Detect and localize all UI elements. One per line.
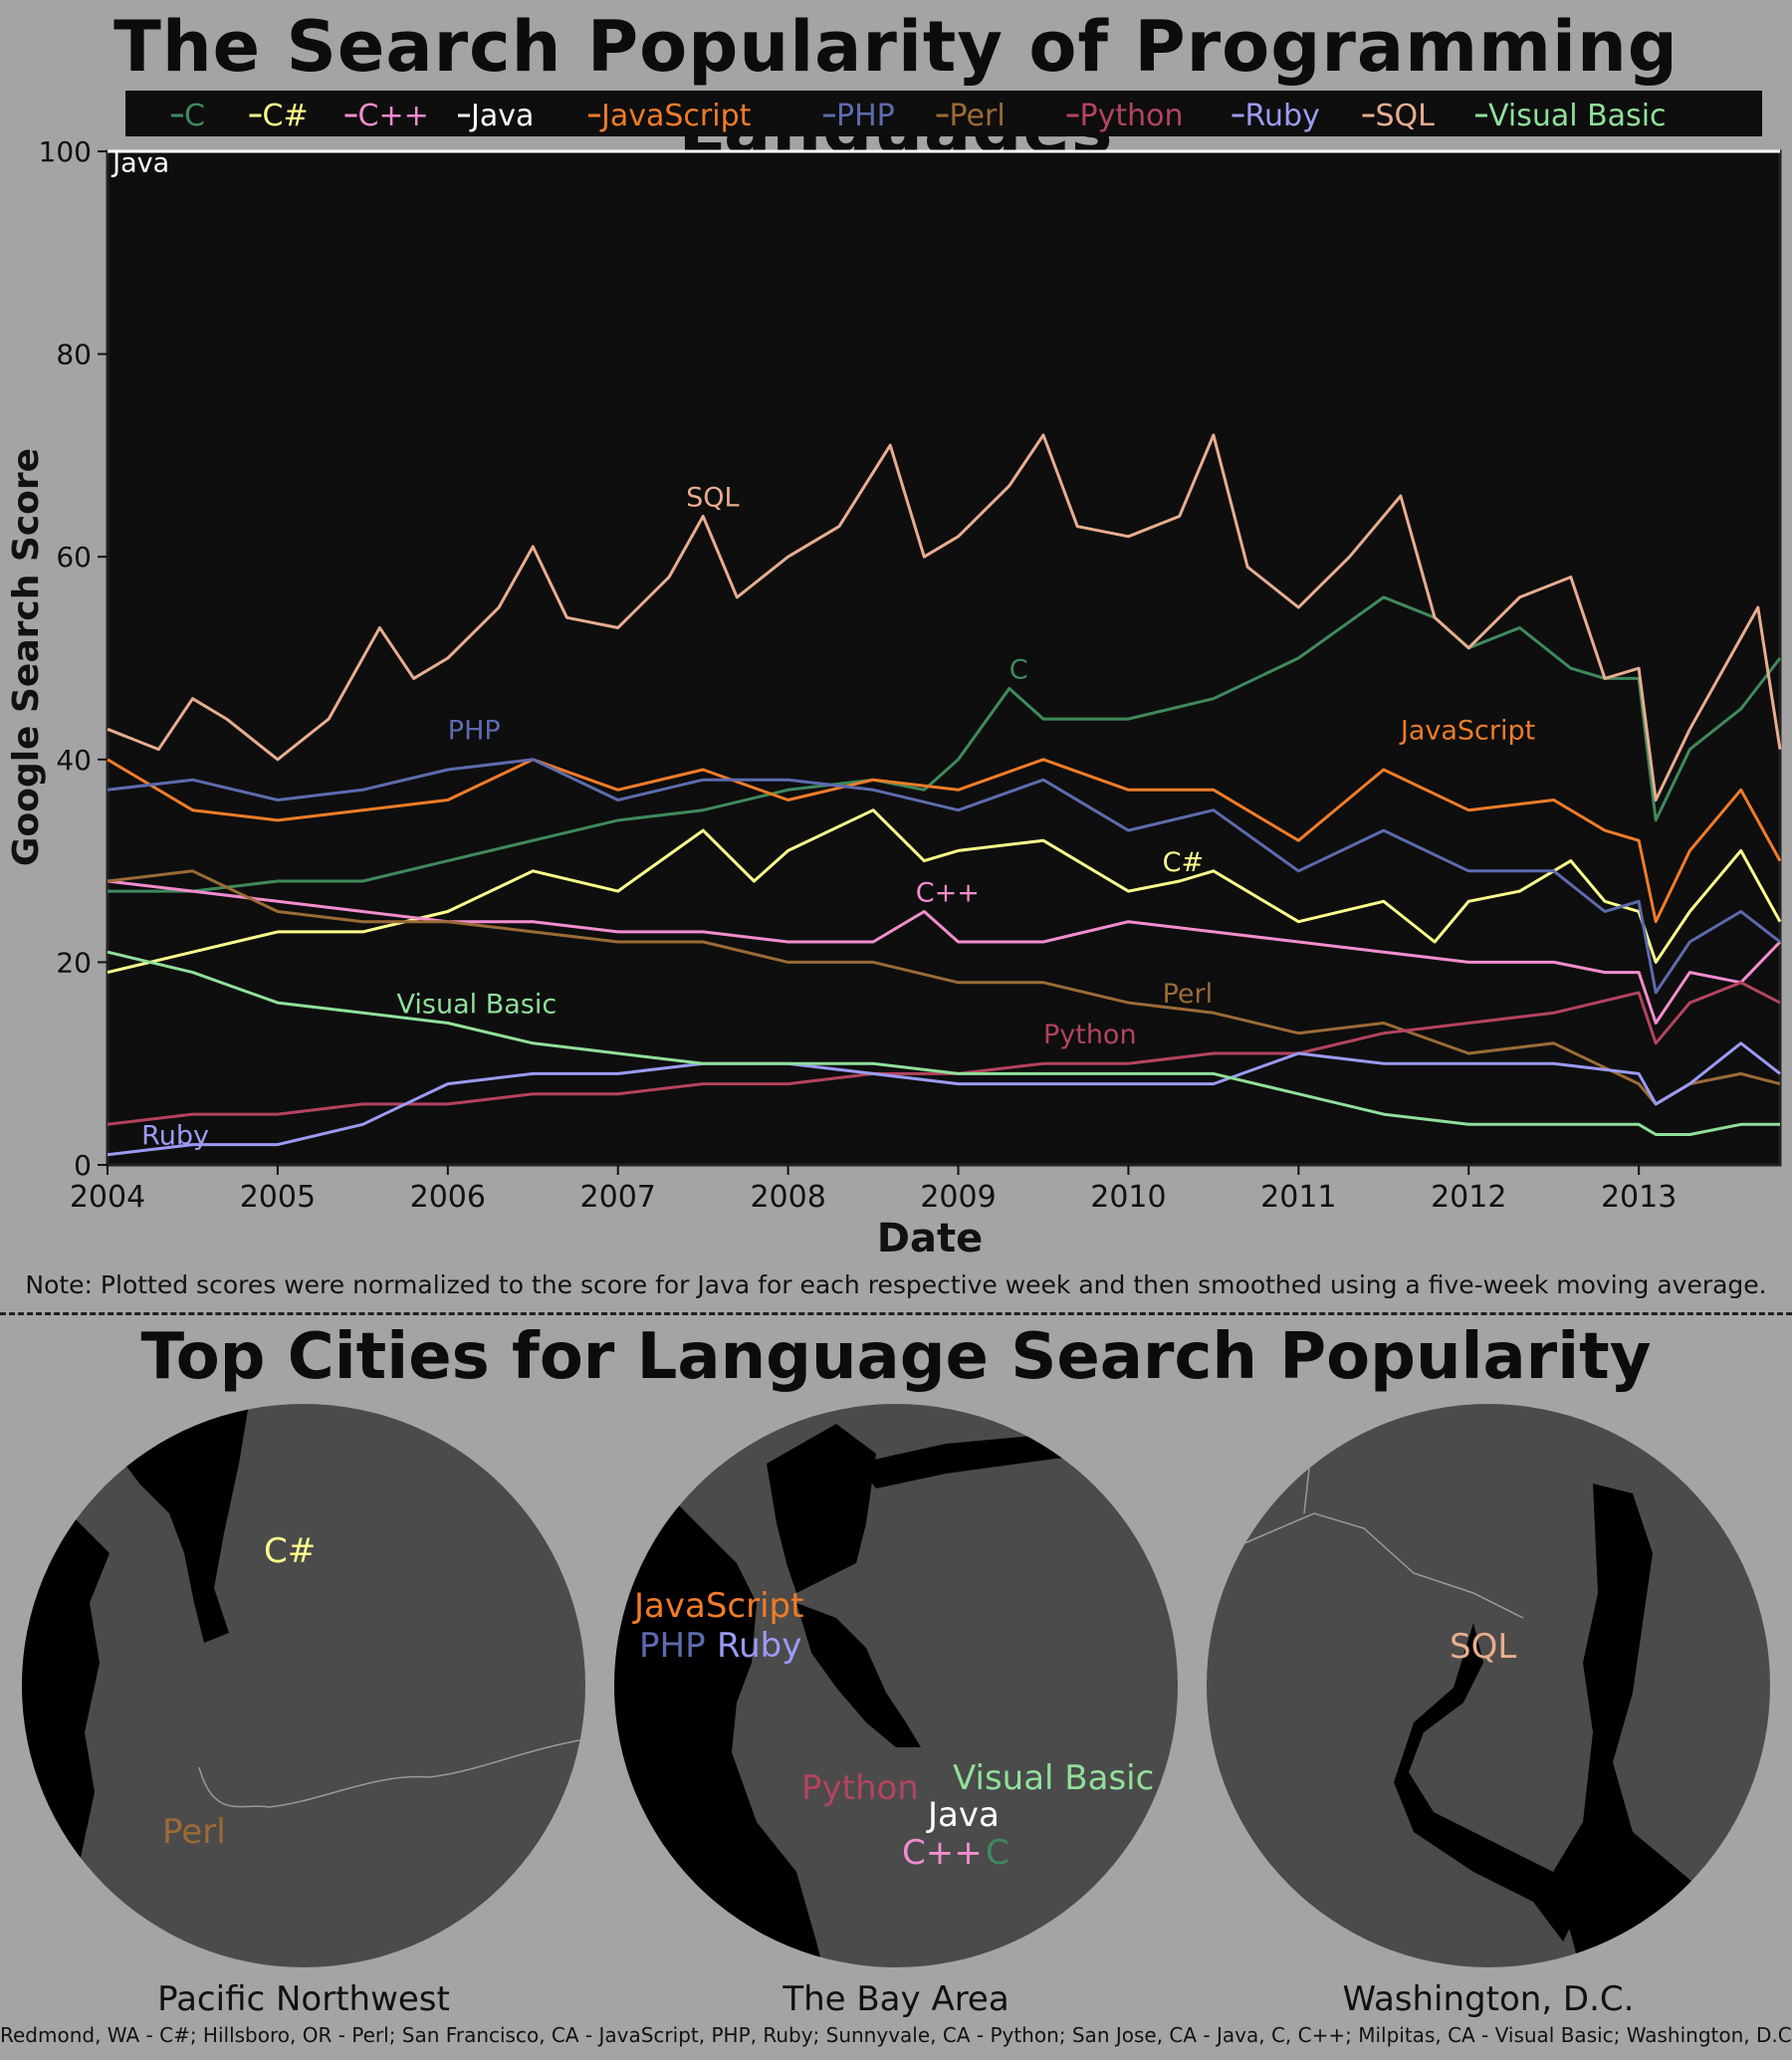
map-label-cpp: C++ (902, 1833, 983, 1873)
legend-label: Python (1080, 99, 1184, 133)
x-axis-label: Date (877, 1216, 983, 1261)
y-tick-label: 20 (56, 946, 92, 979)
x-tick-label: 2005 (240, 1180, 316, 1215)
series-line-php (107, 758, 1781, 995)
series-line-visual-basic (107, 950, 1780, 1136)
legend-item-sql: SQL (1362, 99, 1436, 133)
footer-caption: Redmond, WA - C#; Hillsboro, OR - Perl; … (0, 2023, 1792, 2047)
legend-label: Visual Basic (1488, 99, 1667, 133)
series-label-php: PHP (448, 715, 501, 746)
series-line-ruby (107, 1041, 1781, 1157)
x-tick-label: 2008 (750, 1180, 825, 1215)
map-label-c: C (986, 1833, 1009, 1873)
series-label-c-: C# (1163, 847, 1204, 878)
y-axis-label: Google Search Score (6, 448, 47, 866)
map-label-ruby: Ruby (717, 1626, 801, 1666)
y-tick-label: 60 (56, 541, 92, 573)
map-label-java: Java (926, 1795, 1000, 1835)
map-title-bay-area: The Bay Area (782, 1979, 1008, 2019)
puget-sound-shape (110, 1404, 249, 1643)
map-label-sql: SQL (1450, 1627, 1516, 1667)
y-tick-label: 80 (56, 339, 92, 371)
legend-label: JavaScript (599, 99, 752, 133)
legend-label: Perl (950, 99, 1006, 133)
chart-note: Note: Plotted scores were normalized to … (25, 1270, 1767, 1299)
x-tick-label: 2013 (1601, 1180, 1677, 1215)
legend-item-javascript: JavaScript (588, 99, 752, 133)
legend-label: PHP (836, 99, 895, 133)
river-shape (1394, 1623, 1573, 1942)
legend-label: C (184, 99, 205, 133)
map-pacific-northwest: C# Perl (22, 1404, 585, 1967)
legend-item-python: Python (1066, 99, 1184, 133)
series-line-javascript (107, 758, 1782, 924)
y-tick-label: 40 (56, 744, 92, 777)
section-divider (0, 1312, 1792, 1315)
series-label-sql: SQL (686, 482, 739, 513)
map-title-washington-dc: Washington, D.C. (1343, 1979, 1635, 2019)
city-maps: C# Perl JavaScript PHP Ruby Python Visua… (22, 1404, 1770, 2019)
maps-title: Top Cities for Language Search Popularit… (140, 1320, 1652, 1394)
legend-item-c-: C++ (344, 99, 429, 133)
x-tick-label: 2009 (920, 1180, 996, 1215)
series-line-c- (107, 808, 1782, 975)
legend-label: SQL (1376, 99, 1436, 133)
map-label-javascript: JavaScript (632, 1586, 803, 1626)
legend-label: Ruby (1245, 99, 1320, 133)
line-chart: C C# C++ Java JavaScript PHP Perl Python Ruby SQL… (6, 91, 1782, 1261)
legend-item-java: Java (458, 99, 534, 133)
map-washington-dc: SQL (1207, 1404, 1770, 1967)
series-line-perl (107, 869, 1781, 1106)
x-tick-label: 2012 (1431, 1180, 1506, 1215)
series-labels: C C# C++ Java JavaScript PHP Perl Python Ruby SQL… (111, 147, 1535, 1151)
series-label-java: Java (111, 147, 169, 178)
x-tick-label: 2011 (1260, 1180, 1336, 1215)
legend: C C# C++ Java JavaScript PHP Perl Python Ruby SQL… (125, 91, 1762, 136)
map-bay-area: JavaScript PHP Ruby Python Visual Basic … (614, 1404, 1178, 1967)
x-tick-label: 2004 (70, 1180, 145, 1215)
y-tick-label: 100 (39, 135, 92, 168)
series-label-c-: C++ (916, 877, 980, 908)
legend-label: C++ (358, 99, 429, 133)
map-land (22, 1404, 585, 1967)
legend-item-c-: C# (249, 99, 309, 133)
legend-item-php: PHP (823, 99, 895, 133)
x-tick-label: 2006 (410, 1180, 486, 1215)
x-tick-label: 2010 (1090, 1180, 1166, 1215)
series-line-c (108, 595, 1782, 893)
map-label-php: PHP (639, 1626, 706, 1666)
x-axis: 2004 2005 2006 2007 2008 2009 2010 2011 2012 2013 (70, 1165, 1677, 1215)
series-lines (107, 149, 1782, 1157)
map-label-python: Python (801, 1768, 919, 1808)
y-axis: 0 20 40 60 80 100 (39, 135, 108, 1182)
legend-item-visual-basic: Visual Basic (1475, 99, 1667, 133)
bay-shape (767, 1424, 876, 1593)
plot-area (106, 149, 1782, 1167)
series-line-sql (107, 433, 1782, 801)
legend-label: Java (469, 99, 534, 133)
map-label-csharp: C# (264, 1531, 316, 1571)
legend-item-ruby: Ruby (1232, 99, 1320, 133)
map-title-pacific-northwest: Pacific Northwest (157, 1979, 450, 2019)
series-label-perl: Perl (1163, 979, 1214, 1010)
x-tick-label: 2007 (580, 1180, 656, 1215)
border-line (198, 1736, 585, 1808)
legend-box (125, 91, 1762, 136)
series-line-python (107, 981, 1781, 1126)
series-label-visual-basic: Visual Basic (397, 989, 558, 1020)
map-label-visual-basic: Visual Basic (953, 1758, 1154, 1798)
bay-south-shape (796, 1603, 921, 1747)
series-label-ruby: Ruby (141, 1121, 209, 1152)
series-label-javascript: JavaScript (1399, 715, 1535, 746)
y-tick-label: 0 (74, 1149, 92, 1182)
legend-item-c: C (171, 99, 205, 133)
map-label-perl: Perl (162, 1812, 226, 1852)
series-label-python: Python (1043, 1020, 1137, 1050)
legend-item-perl: Perl (936, 99, 1006, 133)
series-label-c: C (1009, 654, 1028, 685)
legend-label: C# (263, 99, 309, 133)
